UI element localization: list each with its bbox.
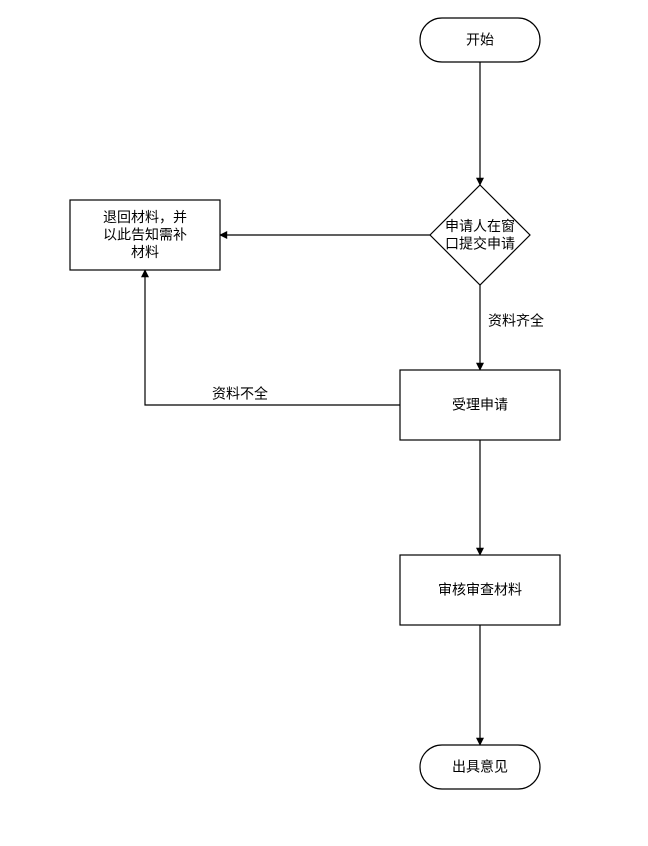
node-return: 退回材料，并以此告知需补材料 (70, 200, 220, 270)
node-label-return-line0: 退回材料，并 (103, 209, 187, 225)
edge-label-e2: 资料齐全 (488, 313, 544, 329)
node-label-review-line0: 审核审查材料 (438, 582, 522, 598)
edge-e4 (145, 270, 400, 405)
nodes-layer: 开始申请人在窗口提交申请 退回材料，并以此告知需补材料受理申请审核审查材料出具意见 (70, 18, 560, 789)
node-label-decide-line1: 口提交申请 (445, 235, 515, 251)
flowchart-canvas: 资料齐全资料不全 开始申请人在窗口提交申请 退回材料，并以此告知需补材料受理申请审核… (0, 0, 648, 846)
node-label-start-line0: 开始 (466, 32, 494, 48)
node-accept: 受理申请 (400, 370, 560, 440)
node-decide: 申请人在窗口提交申请 (430, 185, 530, 285)
node-opinion: 出具意见 (420, 745, 540, 789)
node-label-decide-line0: 申请人在窗 (445, 218, 515, 234)
node-label-opinion-line0: 出具意见 (452, 759, 508, 775)
edge-label-e4: 资料不全 (212, 386, 268, 402)
node-label-return-line2: 材料 (131, 244, 159, 260)
node-label-accept-line0: 受理申请 (452, 397, 508, 413)
node-review: 审核审查材料 (400, 555, 560, 625)
node-start: 开始 (420, 18, 540, 62)
node-label-return-line1: 以此告知需补 (103, 227, 187, 243)
